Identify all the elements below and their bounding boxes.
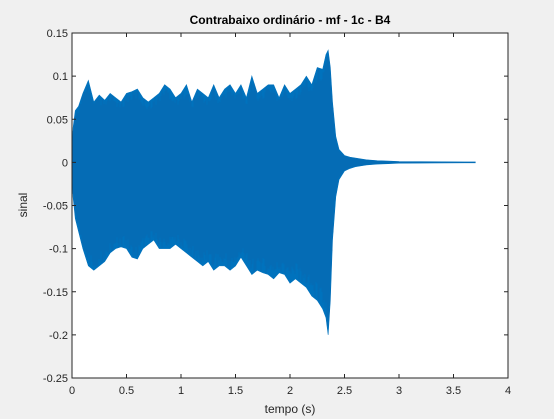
y-tick-label: 0 <box>62 157 68 169</box>
chart-title: Contrabaixo ordinário - mf - 1c - B4 <box>190 13 391 27</box>
x-axis-label: tempo (s) <box>265 402 316 416</box>
x-tick-label: 0 <box>69 385 75 397</box>
data-layer <box>71 49 476 335</box>
y-tick-label: 0.05 <box>47 114 68 126</box>
x-tick-label: 3 <box>396 385 402 397</box>
x-tick-label: 2.5 <box>337 385 352 397</box>
x-tick-label: 2 <box>287 385 293 397</box>
y-tick-label: -0.15 <box>43 287 68 299</box>
y-tick-label: -0.1 <box>49 244 68 256</box>
y-tick-label: 0.1 <box>53 71 68 83</box>
y-axis-label: sinal <box>16 193 30 218</box>
y-tick-label: -0.2 <box>49 330 68 342</box>
x-tick-label: 0.5 <box>119 385 134 397</box>
y-tick-label: -0.05 <box>43 201 68 213</box>
x-tick-label: 4 <box>505 385 511 397</box>
y-tick-label: -0.25 <box>43 373 68 385</box>
x-tick-label: 1 <box>178 385 184 397</box>
y-ticks: 0.15 0.1 0.05 0 -0.05 -0.1 -0.15 -0.2 -0.25 <box>43 28 508 385</box>
x-ticks: 0 0.5 1 1.5 2 2.5 3 3.5 4 <box>69 33 511 397</box>
x-tick-label: 1.5 <box>228 385 243 397</box>
x-tick-label: 3.5 <box>446 385 461 397</box>
y-tick-label: 0.15 <box>47 28 68 40</box>
